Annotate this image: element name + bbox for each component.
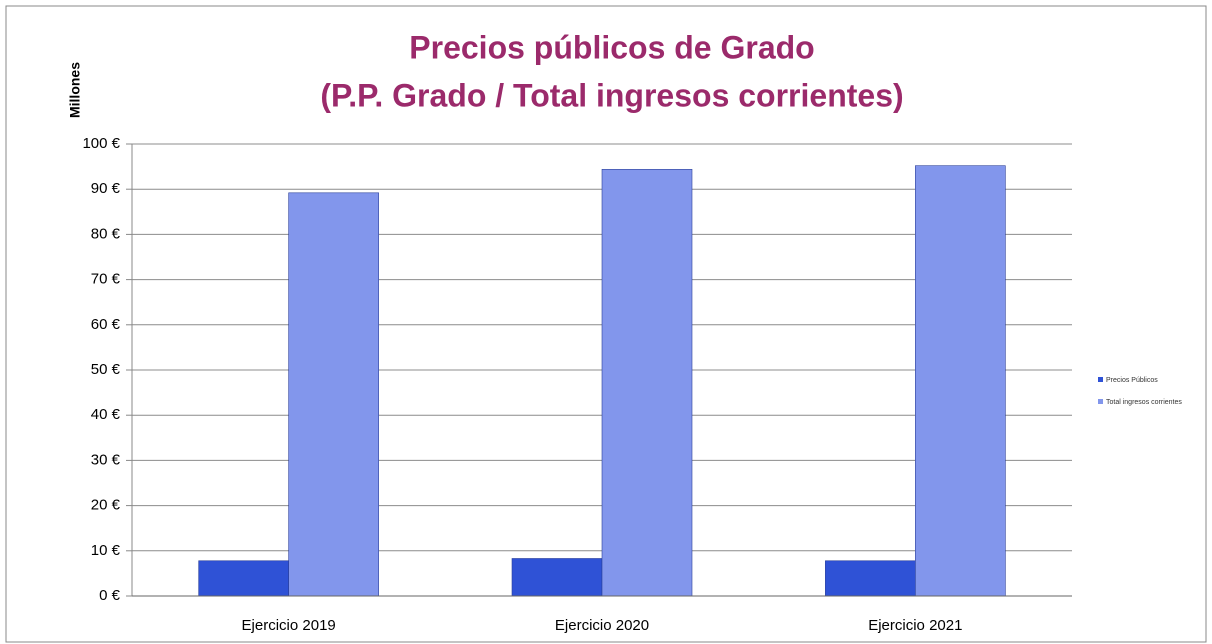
y-tick-label: 40 € xyxy=(91,406,121,423)
x-tick-label: Ejercicio 2021 xyxy=(868,617,962,634)
x-tick-label: Ejercicio 2019 xyxy=(242,617,336,634)
bar xyxy=(825,560,916,597)
y-tick-label: 30 € xyxy=(91,451,121,468)
bar xyxy=(915,165,1006,597)
y-tick-label: 0 € xyxy=(99,587,121,604)
legend-swatch xyxy=(1098,377,1103,382)
legend-label: Total ingresos corrientes xyxy=(1106,399,1182,406)
chart-title: Precios públicos de Grado xyxy=(409,29,814,65)
y-tick-label: 20 € xyxy=(91,497,121,514)
y-tick-label: 80 € xyxy=(91,225,121,242)
y-tick-label: 90 € xyxy=(91,180,121,197)
y-tick-label: 10 € xyxy=(91,542,121,559)
y-axis-label: Millones xyxy=(67,62,83,118)
bar xyxy=(601,169,693,597)
x-tick-label: Ejercicio 2020 xyxy=(555,617,649,634)
bar xyxy=(511,558,603,597)
y-tick-label: 100 € xyxy=(82,135,120,152)
y-tick-label: 60 € xyxy=(91,316,121,333)
chart-subtitle: (P.P. Grado / Total ingresos corrientes) xyxy=(320,77,903,113)
bar xyxy=(198,560,289,597)
bar xyxy=(288,192,379,597)
y-tick-label: 50 € xyxy=(91,361,121,378)
y-tick-label: 70 € xyxy=(91,271,121,288)
legend-label: Precios Públicos xyxy=(1106,377,1158,384)
legend-swatch xyxy=(1098,399,1103,404)
